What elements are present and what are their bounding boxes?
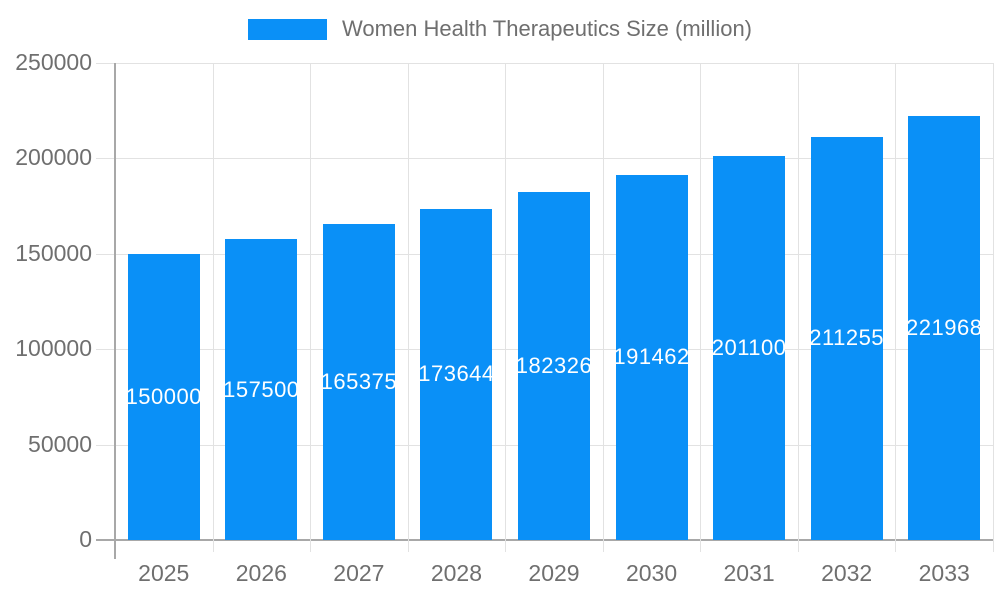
- legend-item[interactable]: Women Health Therapeutics Size (million): [0, 16, 1000, 42]
- y-gridline: [96, 63, 993, 64]
- x-tick-label: 2026: [235, 560, 287, 586]
- x-gridline: [505, 63, 507, 552]
- bar-value-label: 173644: [420, 361, 493, 387]
- bar-2033[interactable]: 221968: [908, 116, 981, 540]
- x-gridline: [114, 63, 116, 559]
- y-tick-label: 0: [79, 526, 92, 552]
- bar-2027[interactable]: 165375: [322, 224, 395, 540]
- bar-2025[interactable]: 150000: [127, 253, 200, 540]
- bar-value-label: 150000: [127, 383, 200, 409]
- x-tick-label: 2027: [333, 560, 385, 586]
- x-gridline: [797, 63, 799, 552]
- bar-value-label: 165375: [322, 369, 395, 395]
- bar-2026[interactable]: 157500: [225, 239, 298, 540]
- x-tick-label: 2030: [625, 560, 678, 586]
- bar-2029[interactable]: 182326: [518, 192, 590, 540]
- y-tick-label: 250000: [15, 49, 92, 75]
- y-tick-label: 100000: [15, 335, 92, 362]
- x-gridline: [895, 63, 897, 552]
- bar-value-label: 211255: [810, 325, 883, 351]
- y-tick-label: 200000: [15, 144, 92, 171]
- x-gridline: [310, 63, 312, 552]
- x-tick-label: 2033: [918, 560, 970, 586]
- bar-value-label: 201100: [713, 335, 786, 361]
- bar-value-label: 157500: [225, 376, 298, 402]
- x-tick-label: 2029: [528, 560, 580, 586]
- x-tick-label: 2031: [723, 560, 775, 586]
- x-tick-label: 2028: [430, 560, 483, 586]
- bar-2032[interactable]: 211255: [810, 136, 883, 540]
- y-gridline: [96, 158, 993, 160]
- x-gridline: [602, 63, 604, 552]
- y-tick-label: 150000: [15, 239, 92, 266]
- bar-2030[interactable]: 191462: [615, 174, 688, 540]
- legend-label: Women Health Therapeutics Size (million): [341, 16, 753, 41]
- y-tick-label: 50000: [28, 430, 92, 457]
- y-gridline: [96, 539, 993, 541]
- x-gridline: [407, 63, 409, 552]
- bar-2028[interactable]: 173644: [420, 208, 493, 540]
- x-gridline: [700, 63, 702, 552]
- x-tick-label: 2032: [821, 560, 873, 586]
- x-tick-label: 2025: [138, 560, 190, 586]
- x-gridline: [212, 63, 214, 552]
- bar-2031[interactable]: 201100: [713, 156, 786, 540]
- x-gridline: [993, 63, 994, 552]
- bar-value-label: 221968: [908, 315, 981, 341]
- bar-value-label: 191462: [615, 344, 688, 370]
- legend-swatch: [247, 18, 327, 40]
- bar-value-label: 182326: [518, 353, 590, 379]
